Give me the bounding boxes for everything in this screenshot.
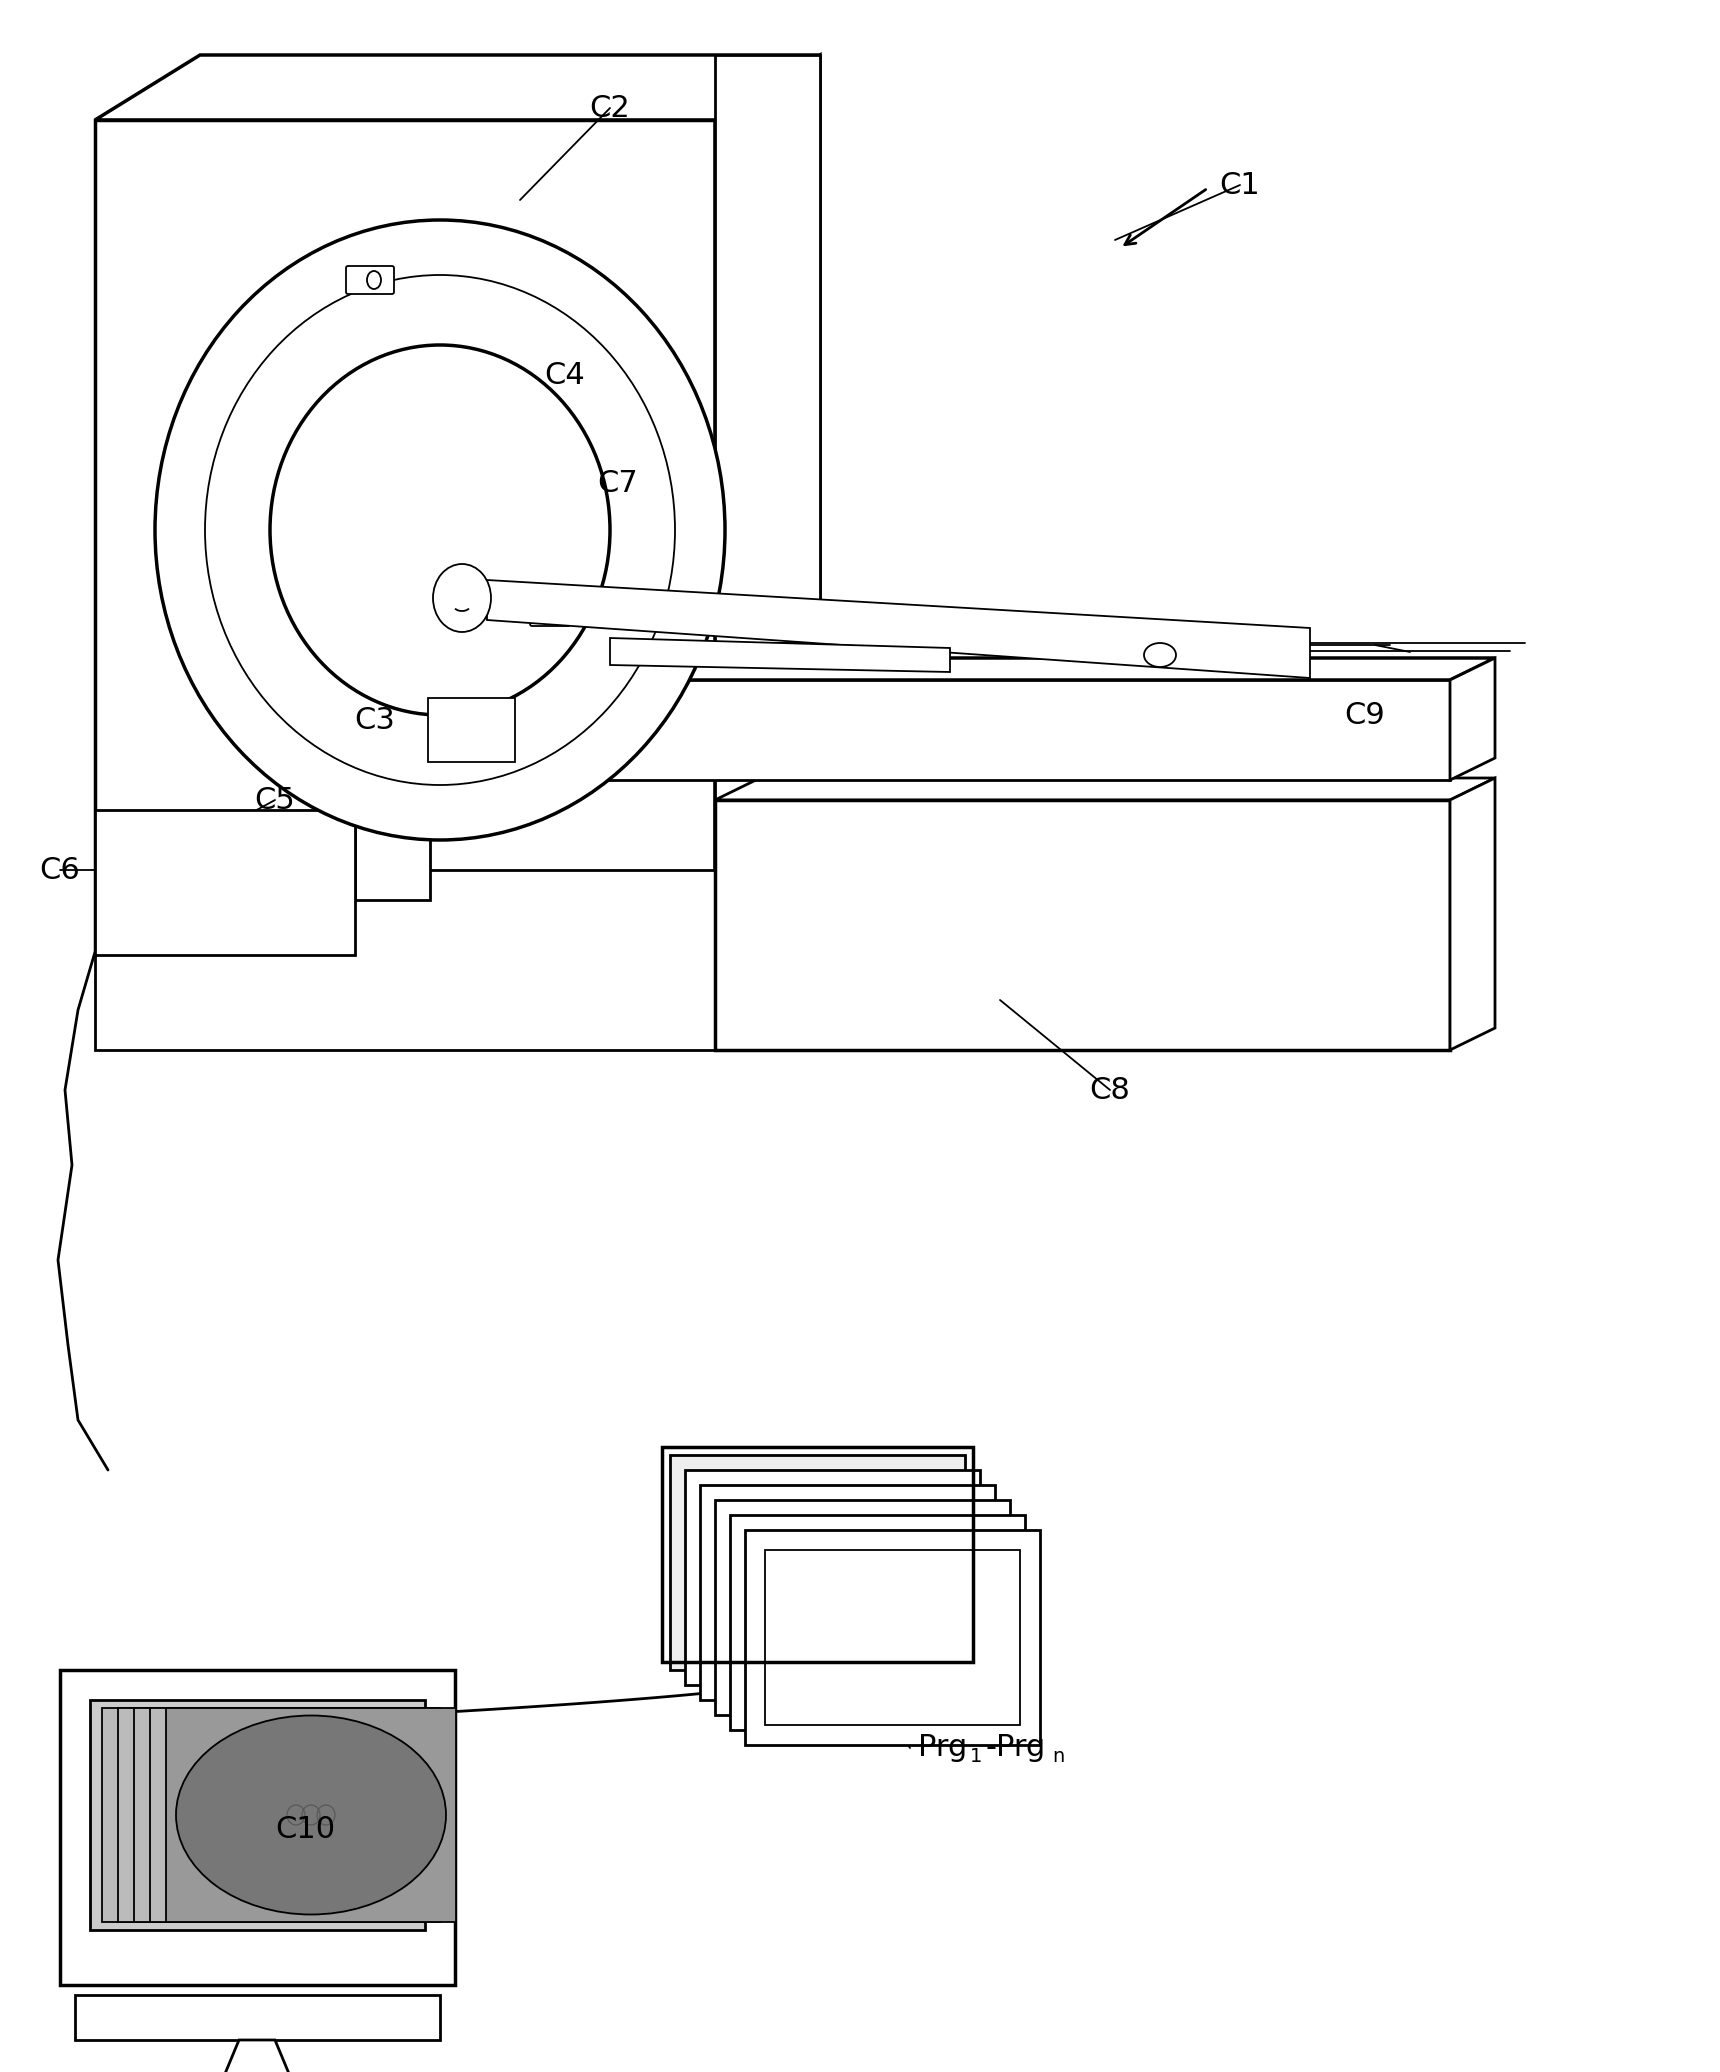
Polygon shape <box>428 698 514 762</box>
Polygon shape <box>134 1707 425 1923</box>
Text: -Prg: -Prg <box>986 1734 1046 1763</box>
Polygon shape <box>1450 659 1495 779</box>
Ellipse shape <box>433 564 490 632</box>
Ellipse shape <box>270 346 611 715</box>
Polygon shape <box>1450 777 1495 1051</box>
Polygon shape <box>119 1707 408 1923</box>
Polygon shape <box>89 1699 425 1929</box>
Ellipse shape <box>155 220 726 839</box>
Polygon shape <box>716 1500 1010 1716</box>
Text: C10: C10 <box>275 1815 335 1844</box>
Polygon shape <box>380 680 1450 779</box>
Ellipse shape <box>542 603 554 617</box>
Polygon shape <box>101 1707 392 1923</box>
Text: C5: C5 <box>255 785 296 814</box>
Polygon shape <box>716 56 820 1051</box>
Text: C6: C6 <box>40 856 81 885</box>
Text: C8: C8 <box>1089 1075 1130 1104</box>
Polygon shape <box>685 1469 980 1685</box>
Polygon shape <box>611 638 949 671</box>
Text: C3: C3 <box>354 704 396 733</box>
Polygon shape <box>95 870 716 1051</box>
Polygon shape <box>380 659 1495 680</box>
Text: C2: C2 <box>590 93 630 122</box>
Ellipse shape <box>366 271 382 288</box>
Text: C4: C4 <box>545 361 585 390</box>
Polygon shape <box>716 800 1450 1051</box>
Polygon shape <box>354 680 430 899</box>
Polygon shape <box>671 1455 965 1670</box>
Polygon shape <box>76 1995 440 2041</box>
Text: Prg: Prg <box>918 1734 967 1763</box>
Ellipse shape <box>175 1716 445 1915</box>
Text: 1: 1 <box>970 1747 982 1765</box>
Text: C9: C9 <box>1345 700 1385 729</box>
Polygon shape <box>765 1550 1020 1726</box>
Polygon shape <box>95 120 716 949</box>
Polygon shape <box>95 810 354 955</box>
Polygon shape <box>487 580 1311 678</box>
Polygon shape <box>716 777 1495 800</box>
Polygon shape <box>212 2041 303 2072</box>
Polygon shape <box>729 1515 1025 1730</box>
Polygon shape <box>167 1707 456 1923</box>
Polygon shape <box>60 1670 456 1985</box>
Text: C1: C1 <box>1219 170 1261 199</box>
Polygon shape <box>716 56 820 949</box>
Text: C7: C7 <box>597 468 638 497</box>
Ellipse shape <box>205 276 674 785</box>
Polygon shape <box>700 1486 994 1699</box>
Polygon shape <box>150 1707 440 1923</box>
Polygon shape <box>95 56 820 120</box>
Text: n: n <box>1053 1747 1065 1765</box>
Ellipse shape <box>1144 642 1176 667</box>
FancyBboxPatch shape <box>530 595 569 626</box>
FancyBboxPatch shape <box>346 265 394 294</box>
Polygon shape <box>745 1529 1041 1745</box>
